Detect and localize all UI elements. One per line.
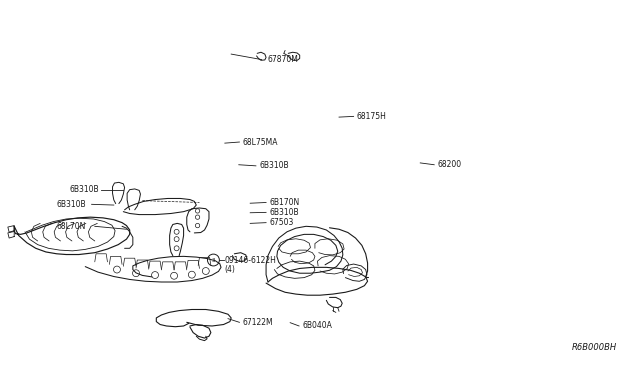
Text: 6B310B: 6B310B xyxy=(69,185,99,194)
Text: 67870M: 67870M xyxy=(268,55,299,64)
Text: 6B310B: 6B310B xyxy=(57,200,86,209)
Text: 68175H: 68175H xyxy=(356,112,387,121)
Text: 6B170N: 6B170N xyxy=(269,198,300,207)
Text: 68L75MA: 68L75MA xyxy=(243,138,278,147)
Text: 67122M: 67122M xyxy=(243,318,273,327)
Text: R6B000BH: R6B000BH xyxy=(572,343,618,353)
Text: (4): (4) xyxy=(225,265,236,275)
Text: 6B310B: 6B310B xyxy=(269,208,299,217)
Text: 67503: 67503 xyxy=(269,218,294,227)
Text: 3: 3 xyxy=(212,257,215,263)
Text: 6B040A: 6B040A xyxy=(302,321,332,330)
Text: 68200: 68200 xyxy=(437,160,461,169)
Text: 68L70N: 68L70N xyxy=(57,222,86,231)
Text: 6B310B: 6B310B xyxy=(259,161,289,170)
Text: 09146-6122H: 09146-6122H xyxy=(225,256,276,264)
